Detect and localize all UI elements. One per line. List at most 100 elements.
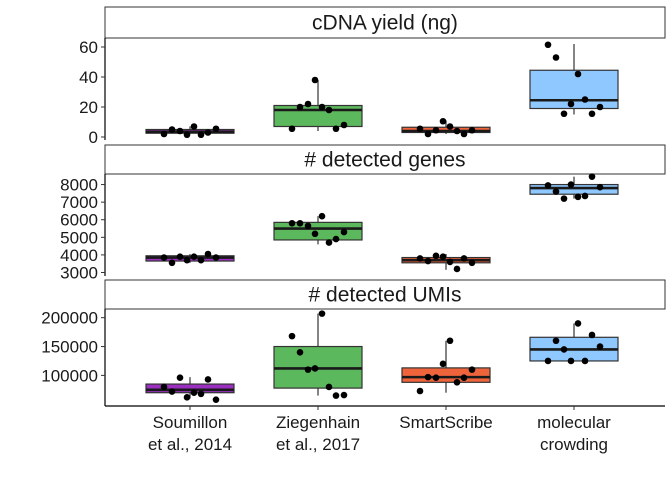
- data-point: [416, 125, 424, 133]
- y-tick-label: 20: [79, 98, 98, 117]
- data-point: [432, 374, 440, 382]
- data-point: [340, 228, 348, 236]
- y-tick-label: 60: [79, 38, 98, 57]
- box: [273, 221, 363, 241]
- data-point: [432, 252, 440, 260]
- data-point: [446, 258, 454, 266]
- data-point: [439, 360, 447, 368]
- data-point: [574, 320, 582, 327]
- box: [529, 69, 619, 110]
- data-point: [552, 54, 560, 61]
- data-point: [567, 181, 575, 188]
- data-point: [581, 192, 589, 200]
- data-point: [304, 366, 312, 373]
- data-point: [596, 183, 604, 191]
- data-point: [424, 130, 432, 138]
- x-tick-label: molecular: [537, 413, 611, 432]
- data-point: [318, 103, 326, 111]
- data-point: [567, 357, 575, 365]
- data-point: [204, 250, 212, 258]
- y-tick-label: 3000: [60, 263, 98, 282]
- data-point: [439, 253, 447, 260]
- data-point: [212, 396, 220, 403]
- data-point: [560, 195, 568, 202]
- data-point: [168, 126, 176, 133]
- data-point: [332, 235, 340, 243]
- data-point: [544, 357, 552, 365]
- data-point: [160, 383, 168, 391]
- y-tick-label: 4000: [60, 246, 98, 265]
- data-point: [190, 123, 198, 130]
- data-point: [183, 394, 191, 401]
- box: [401, 367, 491, 383]
- data-point: [453, 127, 461, 135]
- data-point: [160, 254, 168, 261]
- data-point: [424, 373, 432, 381]
- panel-strip: [104, 144, 666, 175]
- data-point: [204, 376, 212, 383]
- data-point: [544, 182, 552, 189]
- y-tick-label: 8000: [60, 176, 98, 195]
- data-point: [304, 222, 312, 230]
- x-tick-label: Ziegenhain: [276, 413, 360, 432]
- data-point: [190, 253, 198, 260]
- data-point: [453, 265, 461, 273]
- data-point: [325, 106, 333, 114]
- data-point: [318, 310, 326, 317]
- panel-strip: [104, 279, 666, 310]
- box: [145, 383, 235, 394]
- data-point: [468, 126, 476, 134]
- data-point: [544, 41, 552, 49]
- data-point: [416, 387, 424, 395]
- data-point: [168, 388, 176, 395]
- data-point: [311, 76, 319, 84]
- data-point: [588, 173, 596, 180]
- data-point: [212, 254, 220, 261]
- x-tick-label: Soumillon: [153, 413, 228, 432]
- y-tick-label: 200000: [41, 309, 98, 328]
- data-point: [432, 126, 440, 134]
- data-point: [560, 110, 568, 118]
- data-point: [296, 349, 304, 356]
- x-tick-label: et al., 2014: [148, 435, 232, 454]
- data-point: [460, 255, 468, 262]
- data-point: [288, 219, 296, 227]
- y-tick-label: 0: [89, 128, 98, 147]
- data-point: [446, 337, 454, 345]
- data-point: [340, 391, 348, 399]
- data-point: [197, 390, 205, 398]
- data-point: [332, 125, 340, 133]
- data-point: [567, 100, 575, 108]
- panel-strip: [104, 6, 666, 39]
- y-tick-label: 7000: [60, 193, 98, 212]
- y-tick-label: 40: [79, 68, 98, 87]
- data-point: [560, 346, 568, 353]
- data-point: [176, 374, 184, 382]
- x-tick-label: et al., 2017: [276, 435, 360, 454]
- data-point: [460, 374, 468, 382]
- data-point: [468, 259, 476, 267]
- data-point: [212, 125, 220, 133]
- data-point: [176, 253, 184, 260]
- data-point: [581, 357, 589, 365]
- data-point: [552, 188, 560, 195]
- panel-title: cDNA yield (ng): [312, 12, 458, 35]
- data-point: [176, 127, 184, 135]
- data-point: [332, 392, 340, 399]
- data-point: [288, 332, 296, 340]
- data-point: [596, 343, 604, 350]
- data-point: [160, 130, 168, 138]
- data-point: [296, 103, 304, 111]
- y-tick-label: 5000: [60, 228, 98, 247]
- y-tick-label: 150000: [41, 338, 98, 357]
- data-point: [296, 219, 304, 227]
- data-point: [325, 383, 333, 391]
- panel-title: # detected UMIs: [309, 284, 462, 307]
- data-point: [183, 131, 191, 139]
- y-tick-label: 6000: [60, 211, 98, 230]
- data-point: [574, 193, 582, 201]
- panel-title: # detected genes: [304, 149, 465, 172]
- data-point: [340, 121, 348, 129]
- data-point: [197, 131, 205, 139]
- box: [529, 183, 619, 195]
